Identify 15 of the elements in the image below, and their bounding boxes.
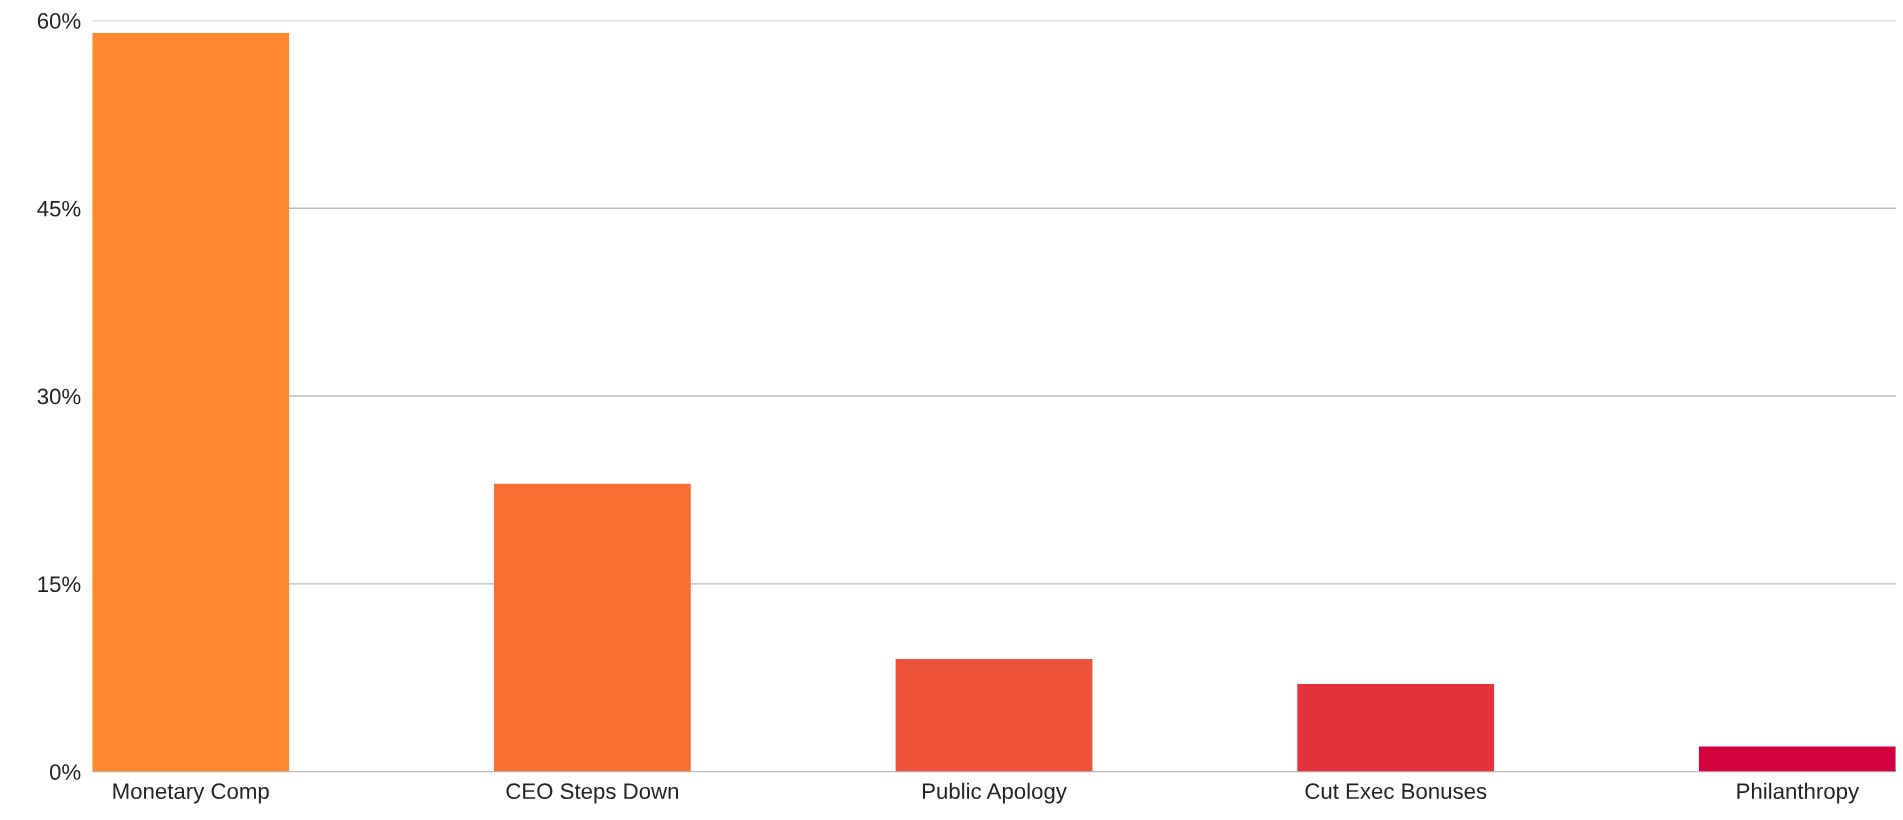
bar xyxy=(895,658,1093,772)
x-tick-label: CEO Steps Down xyxy=(506,783,678,804)
y-tick-label: 30% xyxy=(37,388,81,405)
x-tick-label: Cut Exec Bonuses xyxy=(1305,783,1487,800)
x-tick-label: Public Apology xyxy=(922,782,1067,804)
bar xyxy=(1698,746,1896,772)
bar xyxy=(1297,683,1495,772)
bar xyxy=(493,483,691,772)
y-tick-label: 45% xyxy=(37,200,81,217)
bar xyxy=(92,33,290,772)
y-tick-label: 15% xyxy=(38,576,81,593)
x-tick-label: Philanthropy xyxy=(1737,782,1860,804)
x-tick-label: Monetary Comp xyxy=(113,783,269,804)
y-tick-label: 60% xyxy=(37,13,81,29)
y-tick-label: 0% xyxy=(49,764,81,780)
